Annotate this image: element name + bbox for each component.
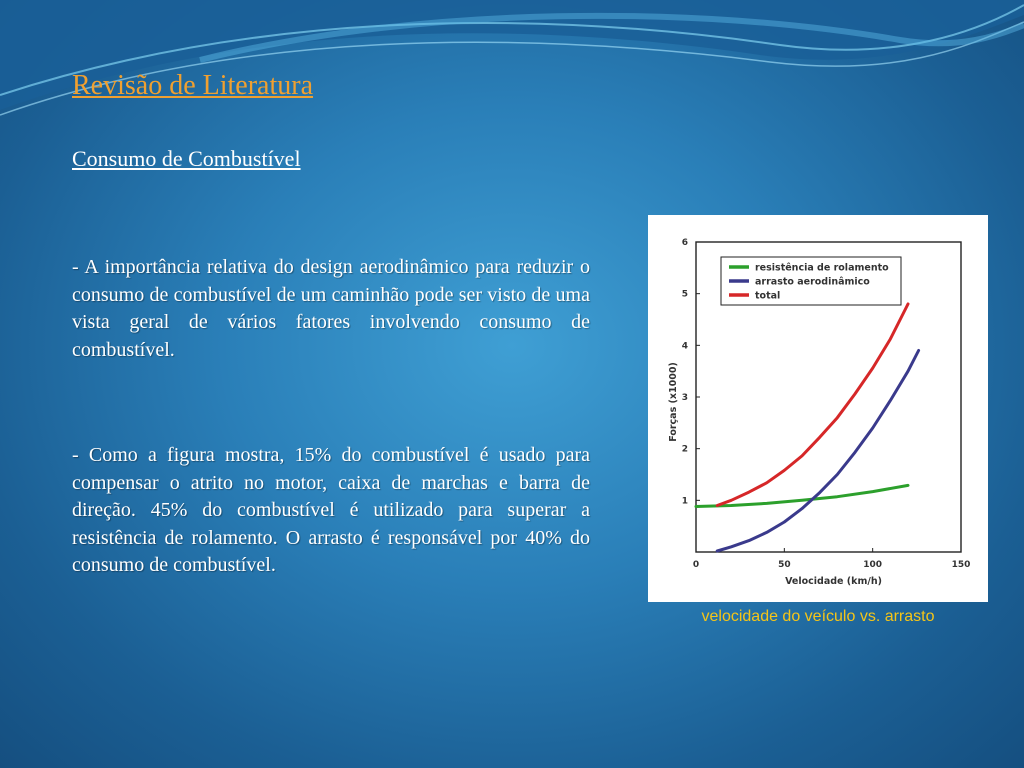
y-tick-label: 4 — [682, 341, 688, 351]
y-tick-label: 2 — [682, 445, 688, 455]
chart-container: 0 50 100 150 1 2 3 4 5 6 Velocidade (km/h) Forças (… — [648, 215, 988, 602]
header-wave-decoration — [0, 0, 1024, 116]
paragraph-fuel-breakdown: - Como a figura mostra, 15% do combustív… — [72, 444, 590, 576]
legend-label-1: arrasto aerodinâmico — [755, 277, 870, 288]
series-line-0 — [694, 483, 910, 508]
legend-box — [720, 256, 902, 306]
paragraph-aerodynamic-importance: - A importância relativa do design aerod… — [72, 256, 590, 361]
legend-label-0: resistência de rolamento — [755, 263, 889, 274]
x-axis-label: Velocidade (km/h) — [785, 576, 882, 587]
y-tick-label: 5 — [682, 290, 688, 300]
x-tick-label: 100 — [863, 560, 882, 570]
legend-label-2: total — [755, 291, 780, 302]
x-tick-label: 150 — [952, 560, 971, 570]
forces-vs-speed-chart: 0 50 100 150 1 2 3 4 5 6 Velocidade (km/h) Forças (… — [668, 238, 971, 587]
slide-title: Revisão de Literatura — [72, 70, 314, 101]
x-tick-label: 50 — [778, 560, 791, 570]
y-tick-label: 1 — [682, 496, 688, 506]
y-axis-label: Forças (x1000) — [668, 362, 679, 442]
chart-caption: velocidade do veículo vs. arrasto — [701, 608, 935, 625]
series-line-2 — [715, 302, 910, 507]
y-tick-label: 6 — [682, 238, 688, 248]
slide-subtitle: Consumo de Combustível — [72, 146, 301, 171]
series-line-1 — [715, 349, 921, 553]
x-tick-label: 0 — [693, 560, 699, 570]
y-tick-label: 3 — [682, 393, 688, 403]
